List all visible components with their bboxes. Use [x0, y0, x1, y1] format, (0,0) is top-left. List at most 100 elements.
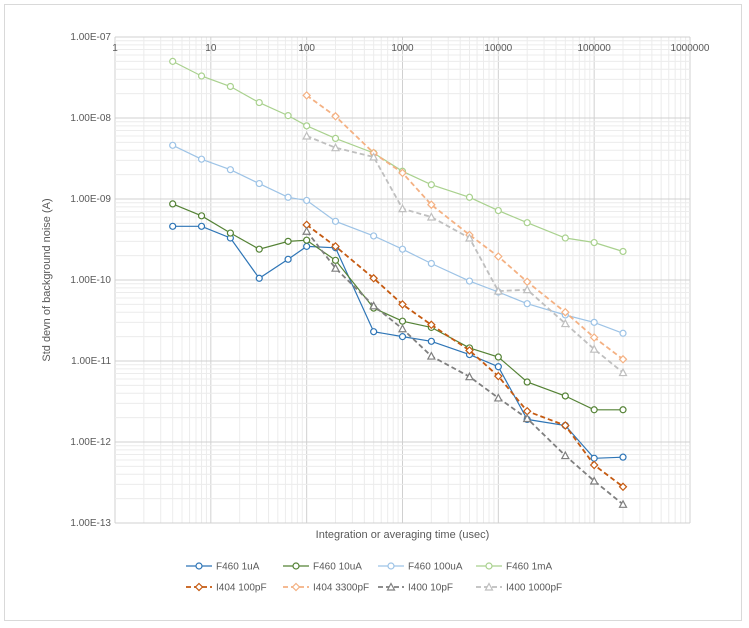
legend-label: F460 1uA — [216, 562, 260, 573]
data-point — [255, 245, 263, 253]
data-point — [284, 112, 292, 120]
data-point — [619, 406, 627, 414]
data-point — [494, 363, 502, 371]
data-point — [561, 392, 569, 400]
legend-swatch-marker — [292, 562, 300, 570]
legend-swatch-marker — [195, 562, 203, 570]
data-point — [589, 333, 599, 342]
data-point — [590, 454, 598, 462]
data-point — [522, 277, 532, 287]
legend-item: I400 10pF — [378, 582, 453, 594]
data-point — [397, 324, 408, 333]
data-point — [523, 378, 531, 386]
data-point — [398, 245, 407, 253]
legend: F460 1uA F460 10uA F460 100uA F460 1mA I404 … — [186, 562, 562, 594]
y-tick-label: 1.00E-12 — [70, 437, 111, 448]
data-point — [589, 460, 599, 470]
series-line — [305, 230, 624, 505]
data-point — [464, 371, 474, 381]
data-point — [226, 229, 234, 237]
x-tick-label: 1 — [112, 43, 118, 54]
data-point — [303, 236, 311, 244]
legend-swatch-marker — [485, 562, 493, 570]
data-point — [590, 238, 598, 247]
data-point — [255, 179, 263, 188]
data-point — [370, 328, 378, 336]
data-point — [226, 82, 234, 91]
data-point — [494, 206, 502, 215]
data-point — [427, 200, 436, 210]
y-tick-label: 1.00E-10 — [70, 275, 111, 286]
data-point — [427, 337, 435, 345]
data-point — [397, 203, 408, 213]
legend-item: I404 100pF — [186, 583, 267, 594]
legend-label: I404 100pF — [216, 583, 267, 594]
data-point — [169, 200, 177, 208]
data-point — [169, 141, 177, 149]
data-point — [284, 237, 292, 245]
x-tick-label: 10000 — [484, 43, 512, 54]
data-point — [523, 300, 531, 308]
data-point — [618, 354, 628, 364]
data-point — [523, 219, 531, 227]
data-point — [369, 152, 379, 161]
data-point — [169, 222, 177, 230]
data-point — [426, 351, 436, 360]
x-tick-label: 10 — [205, 43, 217, 54]
data-point — [369, 301, 379, 310]
data-point — [560, 450, 570, 460]
data-point — [464, 233, 474, 242]
x-axis-title: Integration or averaging time (usec) — [316, 529, 490, 541]
legend-item: F460 1mA — [476, 562, 552, 573]
data-point — [493, 286, 503, 295]
data-point — [589, 344, 599, 353]
x-tick-labels: 1 10 100 1000 10000 100000 1000000 — [112, 43, 710, 54]
series-i404-3300pf — [302, 91, 628, 364]
data-point — [197, 212, 206, 220]
data-point — [197, 222, 206, 230]
data-point — [590, 406, 598, 414]
data-point — [331, 142, 341, 152]
series-group — [169, 57, 628, 508]
data-point — [618, 482, 628, 492]
data-point — [398, 317, 407, 325]
series-line — [306, 94, 624, 361]
data-point — [589, 476, 599, 485]
data-point — [427, 320, 436, 330]
data-point — [493, 371, 503, 381]
data-point — [302, 91, 312, 100]
data-point — [493, 393, 503, 402]
data-point — [169, 57, 177, 65]
data-point — [331, 111, 340, 121]
data-point — [331, 256, 340, 264]
legend-item: I400 1000pF — [476, 582, 562, 594]
data-point — [427, 181, 435, 189]
series-i404-100pf — [302, 220, 628, 492]
gridlines — [114, 36, 691, 524]
data-point — [255, 98, 263, 107]
data-point — [197, 72, 206, 80]
data-point — [331, 134, 340, 142]
series-f460-10ua — [169, 200, 627, 414]
data-point — [427, 259, 435, 268]
data-point — [426, 212, 436, 221]
legend-item: F460 1uA — [186, 562, 260, 573]
legend-label: I400 10pF — [408, 583, 453, 594]
legend-label: F460 10uA — [313, 562, 362, 573]
data-point — [465, 277, 474, 285]
legend-item: F460 10uA — [283, 562, 362, 573]
data-point — [370, 232, 378, 240]
series-line — [172, 225, 624, 459]
data-point — [493, 252, 503, 261]
legend-label: I400 1000pF — [506, 583, 562, 594]
legend-swatch-marker — [387, 562, 395, 570]
data-point — [303, 122, 311, 130]
x-tick-label: 1000000 — [671, 43, 710, 54]
data-point — [284, 193, 292, 201]
data-point — [465, 193, 474, 201]
y-axis-title: Std devn of background noise (A) — [41, 198, 53, 361]
data-point — [398, 300, 407, 309]
y-tick-labels: 1.00E-07 1.00E-08 1.00E-09 1.00E-10 1.00E-11… — [70, 32, 111, 529]
data-point — [561, 234, 569, 242]
